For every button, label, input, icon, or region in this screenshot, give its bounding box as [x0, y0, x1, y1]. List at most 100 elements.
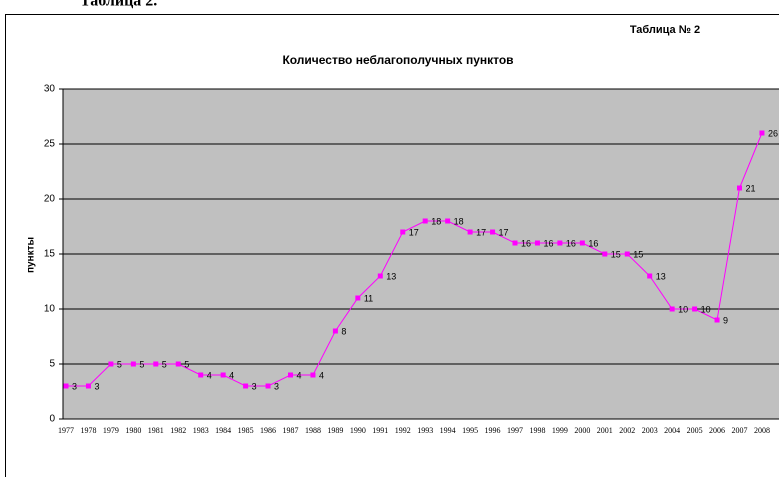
point	[332, 328, 338, 334]
data-label: 26	[768, 128, 778, 138]
point	[624, 251, 630, 257]
x-tick-label: 2006	[709, 426, 725, 435]
data-label: 4	[319, 370, 324, 380]
x-tick-label: 1982	[170, 426, 186, 435]
y-tick-label: 15	[44, 249, 56, 260]
point	[85, 383, 91, 389]
data-label: 3	[94, 381, 99, 391]
data-label: 4	[207, 370, 212, 380]
data-label: 8	[341, 326, 346, 336]
chart-title: Количество неблагополучных пунктов	[282, 53, 513, 67]
point	[355, 295, 361, 301]
point	[647, 273, 653, 279]
data-label: 5	[184, 359, 189, 369]
data-label: 15	[611, 249, 621, 259]
data-label: 3	[72, 381, 77, 391]
point	[243, 383, 249, 389]
series-line	[66, 132, 763, 387]
data-label: 3	[274, 381, 279, 391]
point	[422, 218, 428, 224]
x-tick-label: 1978	[80, 426, 96, 435]
data-label: 13	[656, 271, 666, 281]
data-label: 3	[252, 381, 257, 391]
x-tick-label: 2004	[664, 426, 680, 435]
data-label: 5	[117, 359, 122, 369]
y-axis-label: пункты	[26, 237, 37, 273]
point	[467, 229, 473, 235]
x-tick-label: 1996	[485, 426, 501, 435]
x-tick-label: 1992	[395, 426, 411, 435]
point	[265, 383, 271, 389]
y-tick-label: 30	[44, 84, 56, 95]
point	[175, 361, 181, 367]
point	[130, 361, 136, 367]
x-tick-label: 1984	[215, 426, 231, 435]
point	[490, 229, 496, 235]
x-tick-label: 1998	[529, 426, 545, 435]
x-tick-label: 2007	[732, 426, 748, 435]
point	[534, 240, 540, 246]
x-tick-label: 1981	[148, 426, 164, 435]
point	[557, 240, 563, 246]
x-tick-label: 1983	[193, 426, 209, 435]
x-tick-label: 1994	[440, 426, 456, 435]
point	[108, 361, 114, 367]
data-label: 18	[431, 216, 441, 226]
point	[377, 273, 383, 279]
data-label: 21	[746, 183, 756, 193]
data-label: 11	[364, 293, 373, 303]
x-tick-label: 1990	[350, 426, 366, 435]
point	[400, 229, 406, 235]
y-tick-label: 0	[49, 414, 55, 425]
x-tick-label: 2001	[597, 426, 613, 435]
data-label: 16	[543, 238, 553, 248]
x-tick-label: 2003	[642, 426, 658, 435]
heading: Таблица 2.	[80, 0, 157, 10]
data-label: 17	[476, 227, 486, 237]
x-tick-label: 1999	[552, 426, 568, 435]
point	[63, 383, 69, 389]
y-tick-label: 5	[49, 359, 55, 370]
data-label: 15	[633, 249, 643, 259]
annotation: Таблица № 2	[630, 24, 700, 36]
data-label: 4	[229, 370, 234, 380]
x-tick-label: 2002	[619, 426, 635, 435]
point	[669, 306, 675, 312]
x-tick-label: 1997	[507, 426, 523, 435]
point	[714, 317, 720, 323]
data-label: 16	[521, 238, 531, 248]
point	[579, 240, 585, 246]
x-tick-label: 1987	[283, 426, 299, 435]
data-label: 13	[386, 271, 396, 281]
data-label: 17	[499, 227, 509, 237]
y-tick-label: 25	[44, 139, 56, 150]
point	[512, 240, 518, 246]
data-label: 5	[162, 359, 167, 369]
x-tick-label: 2000	[574, 426, 590, 435]
x-tick-label: 1993	[417, 426, 433, 435]
y-tick-label: 10	[44, 304, 56, 315]
y-tick-label: 20	[44, 194, 56, 205]
data-label: 16	[588, 238, 598, 248]
point	[288, 372, 293, 378]
data-label: 10	[701, 304, 711, 314]
x-tick-label: 2008	[754, 426, 770, 435]
point	[759, 130, 765, 136]
x-tick-label: 1989	[327, 426, 343, 435]
x-tick-label: 1985	[238, 426, 254, 435]
data-label: 5	[139, 359, 144, 369]
point	[737, 185, 742, 191]
point	[445, 218, 451, 224]
data-label: 16	[566, 238, 576, 248]
point	[198, 372, 204, 378]
data-label: 9	[723, 315, 728, 325]
x-tick-label: 1991	[372, 426, 388, 435]
data-label: 4	[297, 370, 302, 380]
x-tick-label: 1986	[260, 426, 276, 435]
data-label: 10	[678, 304, 688, 314]
point	[220, 372, 226, 378]
x-tick-label: 1995	[462, 426, 478, 435]
x-tick-label: 2005	[687, 426, 703, 435]
